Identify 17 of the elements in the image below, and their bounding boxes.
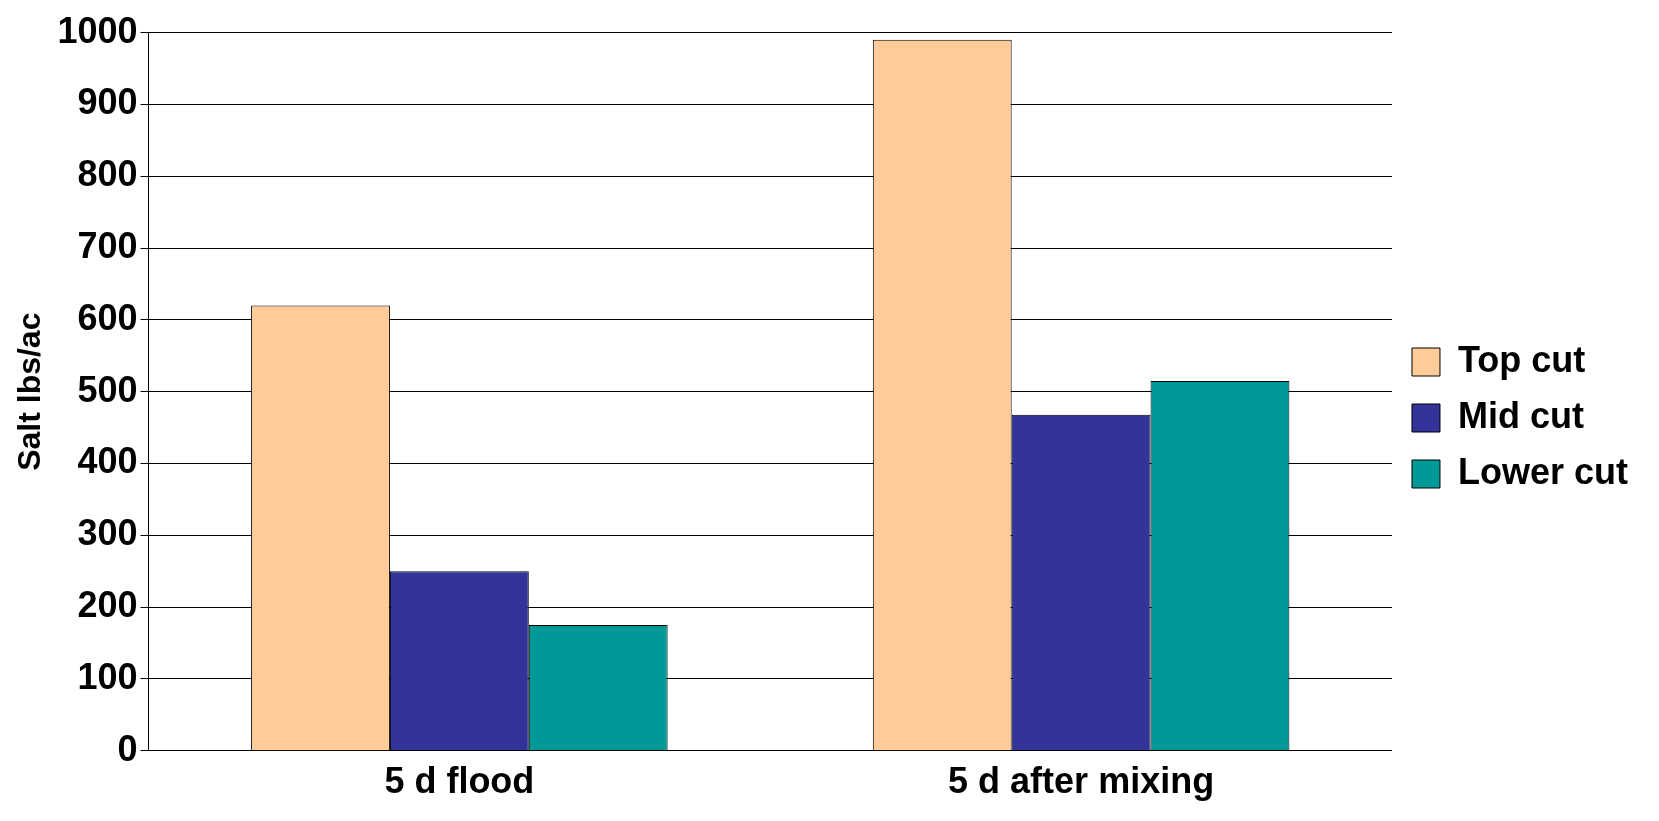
y-tick-label: 800 [77,153,138,195]
y-tick-label: 600 [77,296,138,338]
y-tick-label: 200 [77,584,138,626]
y-axis-title: Salt lbs/ac [11,312,48,471]
y-tick-label: 400 [77,440,138,482]
legend-label: Mid cut [1457,394,1584,436]
y-tick-label: 900 [77,81,138,123]
x-tick-label: 5 d flood [384,760,535,802]
legend-label: Lower cut [1457,450,1629,492]
y-tick-label: 0 [117,727,138,769]
y-tick-label: 700 [77,224,138,266]
y-tick-label: 500 [77,368,138,410]
y-tick-label: 300 [77,512,138,554]
legend-label: Top cut [1457,338,1586,380]
y-tick-label: 1000 [57,9,138,51]
x-tick-label: 5 d after mixing [948,760,1215,802]
y-tick-label: 100 [77,655,138,697]
